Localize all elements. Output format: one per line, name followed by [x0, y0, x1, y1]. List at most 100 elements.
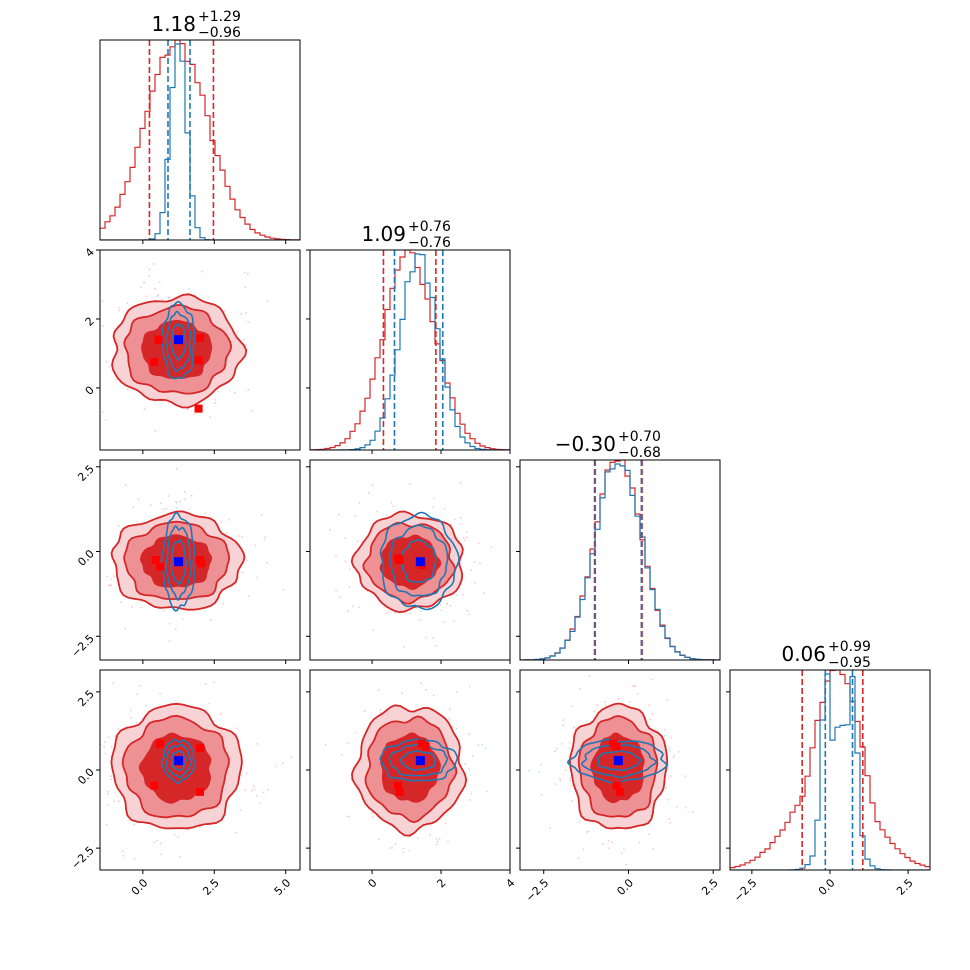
scatter-dot — [486, 790, 489, 793]
scatter-dot — [219, 713, 222, 715]
scatter-dot — [633, 685, 636, 688]
scatter-dot — [432, 506, 435, 509]
scatter-dot — [596, 704, 599, 707]
scatter-dot — [105, 360, 108, 363]
scatter-dot — [425, 688, 428, 691]
scatter-dot — [673, 754, 676, 757]
contour-line-b — [164, 310, 192, 373]
marker-square — [196, 744, 204, 753]
scatter-dot — [245, 312, 247, 314]
scatter-dot — [145, 295, 148, 298]
scatter-dot — [602, 842, 604, 845]
scatter-dot — [443, 507, 446, 510]
title-value: 1.18 — [151, 12, 196, 36]
contour-line-b — [388, 743, 449, 777]
marker-square — [156, 739, 164, 748]
scatter-dot — [672, 756, 675, 759]
scatter-dot — [344, 560, 347, 563]
scatter-dot — [254, 544, 257, 547]
scatter-dot — [213, 681, 216, 684]
scatter-dot — [403, 645, 405, 648]
scatter-dot — [554, 750, 556, 752]
scatter-dot — [669, 821, 672, 824]
title-plus: +0.70 — [618, 429, 661, 445]
scatter-dot — [179, 500, 181, 503]
scatter-dot — [564, 769, 567, 772]
scatter-dot — [112, 682, 115, 685]
scatter-dot — [604, 893, 606, 895]
marker-square — [156, 562, 164, 571]
scatter-dot — [107, 790, 110, 793]
scatter-dot — [97, 805, 99, 807]
scatter-dot — [159, 692, 162, 695]
y-tick-label: 0 — [83, 384, 97, 398]
panel-frame — [99, 459, 301, 661]
truth-point — [174, 335, 184, 345]
scatter-dot — [425, 636, 427, 639]
scatter-dot — [409, 612, 411, 615]
scatter-dot — [190, 494, 193, 497]
scatter-dot — [159, 502, 162, 505]
contour-line-b — [566, 738, 668, 784]
scatter-dot — [143, 281, 146, 284]
scatter-dot — [113, 800, 115, 803]
scatter-dot — [448, 708, 451, 711]
scatter-dot — [464, 763, 467, 766]
scatter-dot — [684, 775, 687, 778]
scatter-dot — [262, 791, 265, 794]
scatter-dot — [444, 822, 447, 825]
scatter-dot — [455, 727, 458, 730]
scatter-dot — [201, 270, 204, 273]
scatter-dot — [239, 809, 242, 811]
hist-panel-1: 1.18 +1.29−0.96 — [99, 9, 301, 241]
scatter-dot — [251, 409, 254, 412]
scatter-dot — [140, 606, 143, 609]
contour-line-b — [388, 524, 449, 597]
x-tick-label: 0 — [365, 876, 379, 890]
scatter-dot — [648, 704, 651, 707]
marker-square — [194, 356, 203, 365]
scatter-dot — [636, 693, 639, 695]
scatter-dot — [290, 756, 293, 758]
scatter-dot — [110, 778, 112, 781]
scatter-dot — [443, 621, 446, 624]
hist-step-series_b — [310, 253, 510, 450]
scatter-dot — [570, 784, 573, 787]
scatter-dot — [153, 841, 156, 844]
scatter-dot — [168, 640, 171, 643]
scatter-dot — [432, 637, 435, 640]
title-value: −0.30 — [555, 432, 616, 456]
scatter-dot — [107, 736, 110, 738]
scatter-dot — [135, 721, 138, 724]
scatter-dot — [256, 743, 259, 745]
scatter-dot — [628, 701, 631, 703]
scatter-dot — [348, 568, 351, 571]
scatter-dot — [459, 523, 462, 525]
scatter-dot — [247, 321, 250, 323]
scatter-dot — [110, 746, 113, 749]
scatter-dot — [154, 429, 157, 432]
scatter-dot — [453, 518, 456, 521]
scatter-dot — [101, 411, 104, 414]
contour-line-b — [170, 749, 187, 771]
scatter-dot — [391, 846, 393, 849]
scatter-dot — [438, 838, 441, 840]
scatter-dot — [562, 719, 565, 721]
scatter-dot — [484, 747, 487, 750]
scatter-dot — [570, 705, 573, 707]
scatter-dot — [175, 500, 177, 503]
scatter-dot — [266, 561, 268, 564]
scatter-dot — [447, 840, 449, 843]
hist-step-series_b — [730, 673, 930, 870]
scatter-dot — [108, 366, 111, 368]
scatter-dot — [109, 584, 112, 586]
scatter-dot — [416, 607, 419, 609]
scatter-dot — [363, 710, 366, 712]
scatter-dot — [104, 418, 107, 421]
scatter-dot — [246, 559, 248, 562]
truth-point — [415, 756, 425, 766]
scatter-dot — [420, 682, 422, 685]
scatter-dot — [168, 622, 171, 625]
marker-square — [196, 787, 204, 796]
scatter-dot — [652, 848, 654, 850]
